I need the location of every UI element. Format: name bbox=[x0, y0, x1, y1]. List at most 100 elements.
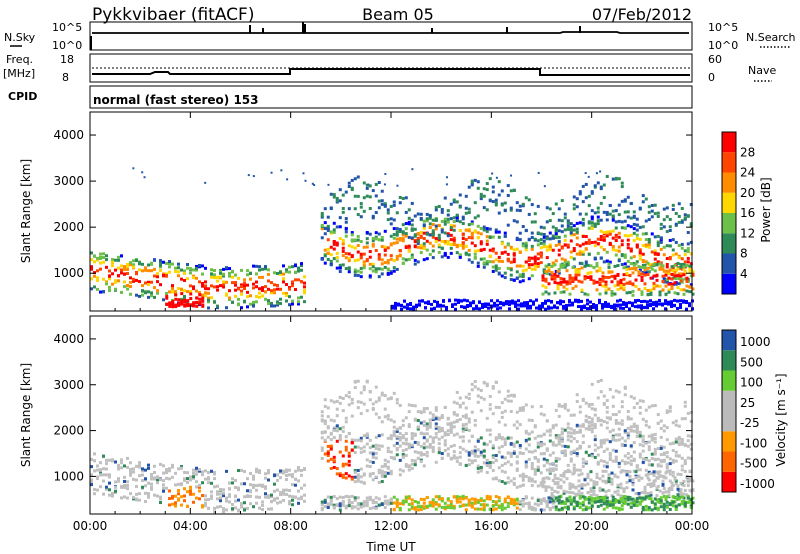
heatmap-cell bbox=[529, 306, 532, 310]
heatmap-cell bbox=[234, 281, 237, 285]
freq-tick-top: 18 bbox=[60, 53, 74, 66]
heatmap-cell bbox=[515, 236, 519, 240]
heatmap-cell bbox=[93, 459, 96, 463]
heatmap-cell bbox=[617, 390, 621, 394]
heatmap-cell bbox=[539, 442, 543, 446]
heatmap-cell bbox=[410, 236, 414, 240]
heatmap-cell bbox=[592, 486, 596, 490]
heatmap-cell bbox=[383, 458, 387, 462]
heatmap-cell bbox=[195, 472, 198, 476]
heatmap-cell bbox=[506, 476, 510, 480]
heatmap-cell bbox=[108, 493, 111, 497]
heatmap-cell bbox=[198, 489, 201, 493]
heatmap-cell bbox=[362, 245, 366, 249]
heatmap-cell bbox=[491, 235, 495, 239]
heatmap-cell bbox=[617, 506, 621, 510]
heatmap-cell bbox=[407, 468, 411, 472]
heatmap-cell bbox=[605, 505, 609, 509]
heatmap-cell bbox=[171, 303, 175, 307]
heatmap-cell bbox=[398, 426, 402, 430]
heatmap-cell bbox=[673, 281, 677, 285]
heatmap-cell bbox=[303, 483, 306, 487]
heatmap-cell bbox=[488, 254, 492, 258]
heatmap-cell bbox=[689, 479, 693, 483]
heatmap-cell bbox=[156, 275, 159, 279]
heatmap-cell bbox=[565, 497, 569, 501]
heatmap-cell bbox=[362, 402, 366, 406]
heatmap-cell bbox=[467, 428, 471, 432]
heatmap-cell bbox=[637, 270, 641, 274]
heatmap-cell bbox=[638, 430, 642, 434]
heatmap-cell bbox=[368, 274, 372, 278]
heatmap-cell bbox=[491, 454, 495, 458]
heatmap-cell bbox=[147, 495, 150, 499]
heatmap-cell bbox=[434, 435, 438, 439]
heatmap-cell bbox=[431, 256, 435, 260]
heatmap-cell bbox=[397, 302, 400, 306]
heatmap-cell bbox=[524, 241, 528, 245]
heatmap-cell bbox=[428, 252, 432, 256]
heatmap-cell bbox=[671, 495, 675, 499]
heatmap-cell bbox=[395, 233, 399, 237]
heatmap-cell bbox=[419, 216, 423, 220]
heatmap-cell bbox=[506, 505, 510, 509]
noise-sky-series bbox=[92, 31, 689, 34]
heatmap-cell bbox=[533, 424, 537, 428]
heatmap-cell bbox=[485, 182, 489, 186]
heatmap-cell bbox=[646, 491, 650, 495]
heatmap-cell bbox=[368, 460, 372, 464]
heatmap-cell bbox=[392, 425, 396, 429]
heatmap-cell bbox=[273, 288, 276, 292]
heatmap-cell bbox=[626, 417, 630, 421]
heatmap-cell bbox=[475, 306, 478, 310]
heatmap-cell bbox=[416, 501, 420, 505]
heatmap-cell bbox=[222, 491, 225, 495]
heatmap-cell bbox=[413, 234, 417, 238]
heatmap-cell bbox=[267, 268, 270, 272]
heatmap-cell bbox=[626, 409, 630, 413]
heatmap-cell bbox=[392, 431, 396, 435]
heatmap-cell bbox=[138, 268, 141, 272]
heatmap-cell bbox=[608, 458, 612, 462]
heatmap-cell bbox=[434, 432, 438, 436]
heatmap-cell bbox=[476, 448, 480, 452]
heatmap-cell bbox=[620, 405, 624, 409]
heatmap-cell bbox=[670, 287, 674, 291]
heatmap-cell bbox=[264, 495, 267, 499]
heatmap-cell bbox=[626, 246, 630, 250]
heatmap-cell bbox=[527, 237, 531, 241]
heatmap-cell bbox=[677, 503, 681, 507]
heatmap-cell bbox=[589, 300, 592, 304]
heatmap-cell bbox=[503, 443, 507, 447]
heatmap-cell bbox=[479, 242, 483, 246]
heatmap-cell bbox=[410, 218, 414, 222]
heatmap-cell bbox=[638, 268, 642, 272]
heatmap-cell bbox=[545, 248, 549, 252]
heatmap-cell bbox=[650, 456, 654, 460]
heatmap-cell bbox=[470, 461, 474, 465]
heatmap-cell bbox=[180, 292, 184, 296]
heatmap-cell bbox=[653, 249, 657, 253]
heatmap-cell bbox=[171, 475, 174, 479]
heatmap-cell bbox=[590, 496, 594, 500]
heatmap-cell bbox=[587, 194, 591, 198]
heatmap-cell bbox=[159, 269, 162, 273]
heatmap-cell bbox=[180, 299, 184, 303]
heatmap-cell bbox=[416, 441, 420, 445]
heatmap-cell bbox=[596, 222, 600, 226]
heatmap-cell bbox=[662, 451, 666, 455]
heatmap-cell bbox=[102, 252, 105, 256]
heatmap-cell bbox=[674, 423, 678, 427]
heatmap-cell bbox=[386, 272, 390, 276]
heatmap-cell bbox=[153, 493, 156, 497]
heatmap-cell bbox=[622, 302, 625, 306]
heatmap-cell bbox=[614, 438, 618, 442]
heatmap-cell bbox=[374, 231, 378, 235]
heatmap-cell bbox=[99, 252, 102, 256]
heatmap-cell bbox=[542, 457, 546, 461]
heatmap-cell bbox=[377, 480, 381, 484]
heatmap-cell bbox=[126, 480, 129, 484]
heatmap-cell bbox=[622, 490, 626, 494]
heatmap-cell bbox=[602, 196, 606, 200]
heatmap-cell bbox=[631, 271, 635, 275]
